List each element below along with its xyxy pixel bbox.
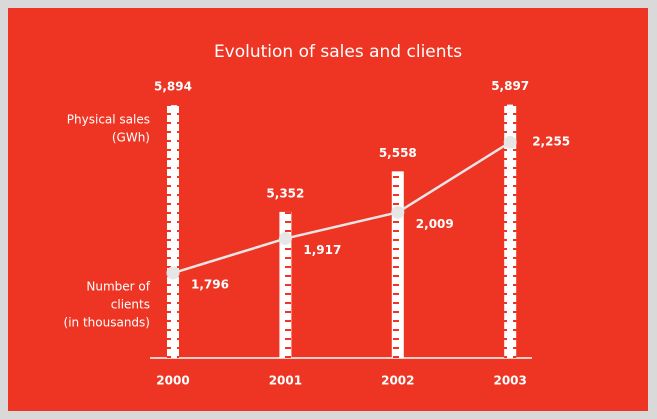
x-tick-label: 2002 bbox=[381, 374, 414, 388]
bar bbox=[279, 211, 292, 358]
bar bbox=[504, 104, 517, 358]
line-value-label: 2,009 bbox=[416, 217, 454, 231]
bar-value-label: 5,894 bbox=[154, 80, 192, 94]
bar bbox=[391, 171, 404, 358]
line-point bbox=[166, 266, 180, 280]
x-tick-label: 2003 bbox=[493, 374, 526, 388]
legend-label: (GWh) bbox=[112, 131, 150, 145]
line bbox=[172, 141, 511, 275]
line-point bbox=[503, 135, 517, 149]
legend-label: (in thousands) bbox=[64, 316, 150, 330]
legend-label: Physical sales bbox=[67, 113, 150, 127]
bar-value-label: 5,352 bbox=[266, 186, 304, 200]
legend-label: Number of bbox=[86, 280, 150, 294]
legend-label: clients bbox=[111, 298, 150, 312]
bar bbox=[167, 105, 179, 358]
line-value-label: 2,255 bbox=[532, 135, 570, 149]
line-point bbox=[391, 205, 405, 219]
background bbox=[8, 8, 648, 411]
line-value-label: 1,917 bbox=[303, 243, 341, 257]
line-point bbox=[278, 232, 292, 246]
bar-value-label: 5,897 bbox=[491, 79, 529, 93]
x-tick-label: 2000 bbox=[156, 374, 189, 388]
x-tick-label: 2001 bbox=[269, 374, 302, 388]
chart-title: Evolution of sales and clients bbox=[214, 42, 462, 62]
bar-value-label: 5,558 bbox=[379, 146, 417, 160]
line-value-label: 1,796 bbox=[191, 278, 229, 292]
